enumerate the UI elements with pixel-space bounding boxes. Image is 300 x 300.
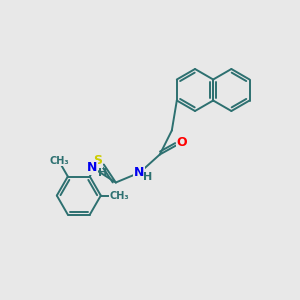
Text: H: H [98, 167, 107, 178]
Text: O: O [176, 136, 187, 149]
Text: S: S [93, 154, 102, 167]
Text: N: N [134, 166, 144, 179]
Text: N: N [87, 161, 97, 174]
Text: H: H [143, 172, 152, 182]
Text: CH₃: CH₃ [49, 156, 69, 166]
Text: CH₃: CH₃ [109, 190, 129, 201]
